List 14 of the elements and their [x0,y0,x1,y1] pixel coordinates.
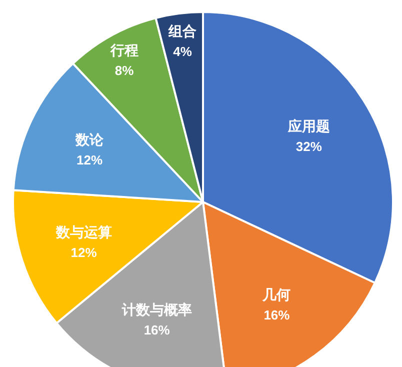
slice-label: 计数与概率 [120,302,192,319]
data-label: 16% [264,307,290,322]
data-label: 16% [144,322,170,338]
slice-label: 数与运算 [54,224,112,241]
slice-label: 几何 [262,287,291,304]
data-label: 4% [173,44,192,59]
data-label: 32% [296,138,322,154]
slice-label: 数论 [74,132,105,149]
data-label: 8% [114,62,134,78]
slice-label: 行程 [109,42,138,59]
data-label: 12% [70,244,98,260]
slice-label: 应用题 [286,118,330,135]
slice-label: 组合 [168,24,197,40]
data-label: 12% [76,152,103,168]
